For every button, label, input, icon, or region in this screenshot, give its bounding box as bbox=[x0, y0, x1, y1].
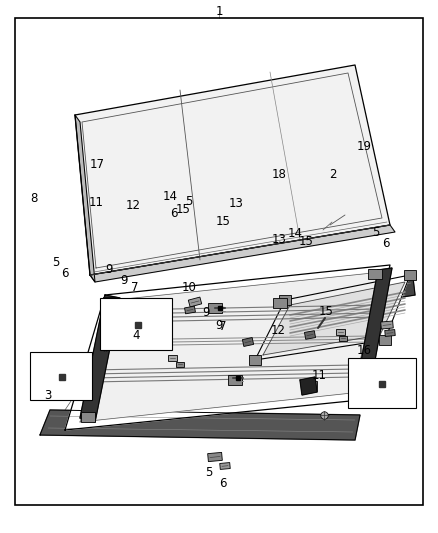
Bar bbox=[167, 355, 177, 361]
Bar bbox=[339, 335, 347, 341]
Text: 15: 15 bbox=[319, 305, 334, 318]
Bar bbox=[176, 361, 184, 367]
Text: 9: 9 bbox=[202, 306, 210, 319]
Text: 2: 2 bbox=[329, 168, 337, 181]
Bar bbox=[304, 330, 315, 340]
Bar bbox=[119, 317, 145, 327]
Text: 13: 13 bbox=[229, 197, 244, 210]
Text: 8: 8 bbox=[30, 192, 37, 205]
Text: 18: 18 bbox=[272, 168, 287, 181]
Text: 5: 5 bbox=[53, 256, 60, 269]
Polygon shape bbox=[255, 275, 410, 360]
Polygon shape bbox=[40, 410, 360, 440]
Text: 15: 15 bbox=[176, 203, 191, 216]
Bar bbox=[188, 297, 202, 307]
Polygon shape bbox=[75, 115, 95, 282]
Polygon shape bbox=[75, 65, 390, 275]
Bar bbox=[208, 453, 223, 462]
Text: 9: 9 bbox=[105, 263, 113, 276]
Text: 12: 12 bbox=[271, 324, 286, 337]
Text: 1: 1 bbox=[215, 5, 223, 18]
Bar bbox=[242, 337, 254, 346]
Text: 3: 3 bbox=[45, 389, 52, 402]
Text: 11: 11 bbox=[89, 196, 104, 209]
Bar bbox=[228, 375, 242, 385]
Text: 4: 4 bbox=[132, 329, 140, 342]
Bar bbox=[279, 295, 291, 305]
Bar bbox=[63, 365, 73, 372]
Bar bbox=[249, 355, 261, 365]
Text: 11: 11 bbox=[311, 369, 326, 382]
Bar bbox=[273, 298, 287, 308]
Polygon shape bbox=[90, 225, 395, 282]
Text: 5: 5 bbox=[372, 227, 379, 239]
Bar bbox=[379, 335, 391, 345]
Text: 5: 5 bbox=[205, 466, 212, 479]
Text: 6: 6 bbox=[382, 237, 390, 250]
Bar bbox=[103, 297, 117, 307]
Text: 14: 14 bbox=[288, 227, 303, 240]
Text: 16: 16 bbox=[357, 344, 372, 357]
Polygon shape bbox=[354, 268, 392, 400]
Bar bbox=[404, 270, 416, 280]
Text: 13: 13 bbox=[272, 233, 286, 246]
Bar bbox=[385, 329, 395, 336]
Text: 6: 6 bbox=[170, 207, 178, 220]
Text: 14: 14 bbox=[162, 190, 177, 203]
Bar bbox=[348, 358, 416, 408]
Text: 6: 6 bbox=[219, 477, 227, 490]
Text: 12: 12 bbox=[125, 199, 140, 212]
Bar bbox=[208, 303, 222, 313]
Polygon shape bbox=[80, 272, 382, 422]
Text: 17: 17 bbox=[90, 158, 105, 171]
Bar bbox=[45, 369, 67, 379]
Text: 15: 15 bbox=[299, 235, 314, 248]
Text: 5: 5 bbox=[186, 195, 193, 208]
Text: 19: 19 bbox=[357, 140, 371, 152]
Bar bbox=[381, 321, 393, 329]
Bar bbox=[59, 356, 71, 364]
Bar bbox=[30, 352, 92, 400]
Bar bbox=[336, 329, 345, 335]
Text: 9: 9 bbox=[120, 274, 127, 287]
Text: 15: 15 bbox=[216, 215, 231, 228]
Bar bbox=[368, 269, 382, 279]
Polygon shape bbox=[65, 265, 390, 430]
Bar bbox=[81, 412, 95, 422]
Bar bbox=[351, 391, 365, 401]
Bar bbox=[364, 376, 388, 386]
Polygon shape bbox=[300, 377, 317, 395]
Polygon shape bbox=[80, 295, 120, 422]
Polygon shape bbox=[130, 315, 148, 333]
Bar bbox=[184, 306, 195, 314]
Polygon shape bbox=[292, 278, 415, 314]
Text: 7: 7 bbox=[219, 320, 227, 333]
Polygon shape bbox=[263, 282, 405, 355]
Bar bbox=[220, 463, 230, 470]
Text: 10: 10 bbox=[182, 281, 197, 294]
Text: 9: 9 bbox=[215, 319, 223, 332]
Bar bbox=[100, 298, 172, 350]
Bar bbox=[303, 381, 317, 391]
Text: 6: 6 bbox=[61, 267, 69, 280]
Text: 7: 7 bbox=[131, 281, 139, 294]
